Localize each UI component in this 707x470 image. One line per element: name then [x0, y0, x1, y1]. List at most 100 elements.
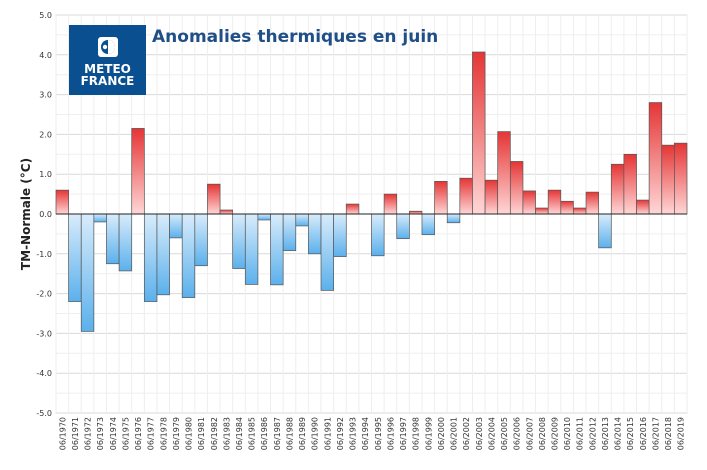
- y-tick-label: 5.0: [39, 11, 52, 20]
- bar-06-2001: [446, 213, 461, 224]
- bar-06-2008: [535, 207, 549, 215]
- bar-06-2003: [472, 51, 486, 215]
- x-tick-label: 06/1987: [273, 417, 282, 450]
- bar-06-1971: [68, 213, 82, 302]
- bar-06-1988: [282, 213, 297, 251]
- x-tick-label: 06/2000: [437, 417, 446, 450]
- bar-06-1984: [232, 213, 246, 269]
- x-tick-label: 06/1988: [285, 417, 294, 450]
- x-tick-label: 06/1973: [96, 417, 105, 450]
- bar-06-1979: [169, 213, 183, 239]
- bar-06-1975: [118, 213, 133, 272]
- x-tick-label: 06/2014: [614, 417, 623, 450]
- bar-06-2018: [661, 144, 675, 215]
- y-tick-label: -4.0: [36, 369, 52, 378]
- x-tick-label: 06/1981: [197, 417, 206, 450]
- x-tick-label: 06/1992: [336, 417, 345, 450]
- y-tick-label: -5.0: [36, 409, 52, 418]
- x-tick-label: 06/1972: [84, 417, 93, 450]
- x-tick-label: 06/1975: [121, 417, 130, 450]
- bar-06-2013: [598, 213, 612, 249]
- axes: 5.0 4.0 3.0 2.0 1.0 0.0 -1.0 -2.0 -3.0 -4.0 -5.0 06…: [36, 11, 687, 450]
- bar-06-1980: [181, 213, 196, 298]
- x-tick-label: 06/2016: [639, 417, 648, 450]
- x-tick-label: 06/2004: [487, 417, 496, 450]
- bar-06-2016: [636, 199, 650, 215]
- bar-06-2004: [484, 179, 499, 215]
- x-tick-label: 06/2007: [525, 417, 534, 450]
- bar-06-2014: [610, 163, 625, 215]
- bar-06-1997: [396, 213, 410, 240]
- bar-06-1986: [257, 213, 271, 221]
- logo-emblem-icon: [98, 37, 118, 57]
- x-tick-label: 06/1994: [361, 417, 370, 450]
- x-tick-label: 06/2013: [601, 417, 610, 450]
- bar-06-2010: [560, 200, 574, 215]
- bar-06-1973: [93, 213, 107, 223]
- bar-06-2012: [585, 191, 600, 215]
- x-tick-label: 06/2019: [677, 417, 686, 450]
- bar-06-2019: [674, 142, 688, 215]
- meteo-france-logo: METEO FRANCE: [69, 25, 146, 95]
- y-tick-label: 2.0: [39, 130, 52, 139]
- x-tick-label: 06/2006: [513, 417, 522, 450]
- bar-06-1987: [270, 213, 284, 286]
- x-tick-label: 06/2015: [626, 417, 635, 450]
- bar-06-1996: [383, 193, 398, 215]
- x-tick-label: 06/1995: [374, 417, 383, 450]
- bar-06-1972: [80, 213, 95, 332]
- x-tick-label: 06/1980: [185, 417, 194, 450]
- bar-06-1977: [143, 213, 158, 302]
- bar-06-1989: [295, 213, 309, 227]
- y-axis-label: TM-Normale (°C): [19, 158, 33, 270]
- bar-06-1976: [131, 128, 145, 215]
- bar-06-2009: [547, 189, 562, 215]
- logo-background: [69, 25, 146, 95]
- bar-06-1992: [333, 213, 347, 257]
- x-tick-label: 06/2002: [462, 417, 471, 450]
- bar-06-1999: [421, 213, 435, 236]
- x-tick-label: 06/1974: [109, 417, 118, 450]
- bar-06-1995: [371, 213, 385, 257]
- x-tick-label: 06/1996: [386, 417, 395, 450]
- x-tick-label: 06/2012: [588, 417, 597, 450]
- x-tick-label: 06/2018: [664, 417, 673, 450]
- bar-06-2017: [648, 102, 663, 215]
- x-tick-label: 06/1983: [222, 417, 231, 450]
- x-tick-label: 06/2017: [651, 417, 660, 450]
- x-tick-label: 06/1970: [58, 417, 67, 450]
- x-tick-label: 06/2011: [576, 417, 585, 450]
- y-tick-label: 3.0: [39, 91, 52, 100]
- x-tick-label: 06/2005: [500, 417, 509, 450]
- bar-06-1974: [106, 213, 120, 265]
- x-tick-label: 06/1985: [248, 417, 257, 450]
- chart-title: Anomalies thermiques en juin: [152, 27, 438, 47]
- bar-06-1985: [244, 213, 259, 285]
- x-tick-label: 06/2010: [563, 417, 572, 450]
- x-tick-label: 06/1986: [260, 417, 269, 450]
- bar-06-1982: [207, 183, 221, 215]
- x-tick-label: 06/1977: [147, 417, 156, 450]
- bar-06-1983: [219, 209, 234, 215]
- x-tick-label: 06/2009: [550, 417, 559, 450]
- logo-line1: METEO: [84, 62, 131, 76]
- bar-06-2000: [434, 181, 448, 215]
- x-tick-label: 06/2008: [538, 417, 547, 450]
- y-tick-label: -1.0: [36, 250, 52, 259]
- bar-06-1981: [194, 213, 208, 267]
- x-tick-label: 06/1999: [424, 417, 433, 450]
- y-tick-label: 4.0: [39, 51, 52, 60]
- y-tick-label: -3.0: [36, 329, 52, 338]
- y-tick-label: 0.0: [39, 210, 52, 219]
- x-tick-label: 06/1971: [71, 417, 80, 450]
- x-tick-label: 06/2003: [475, 417, 484, 450]
- x-tick-label: 06/1997: [399, 417, 408, 450]
- logo-line2: FRANCE: [81, 74, 135, 88]
- bar-06-1978: [156, 213, 170, 296]
- bar-06-2007: [522, 190, 536, 215]
- bar-06-1993: [345, 203, 360, 215]
- x-tick-label: 06/2001: [450, 417, 459, 450]
- y-tick-label: -2.0: [36, 290, 52, 299]
- x-tick-label: 06/1989: [298, 417, 307, 450]
